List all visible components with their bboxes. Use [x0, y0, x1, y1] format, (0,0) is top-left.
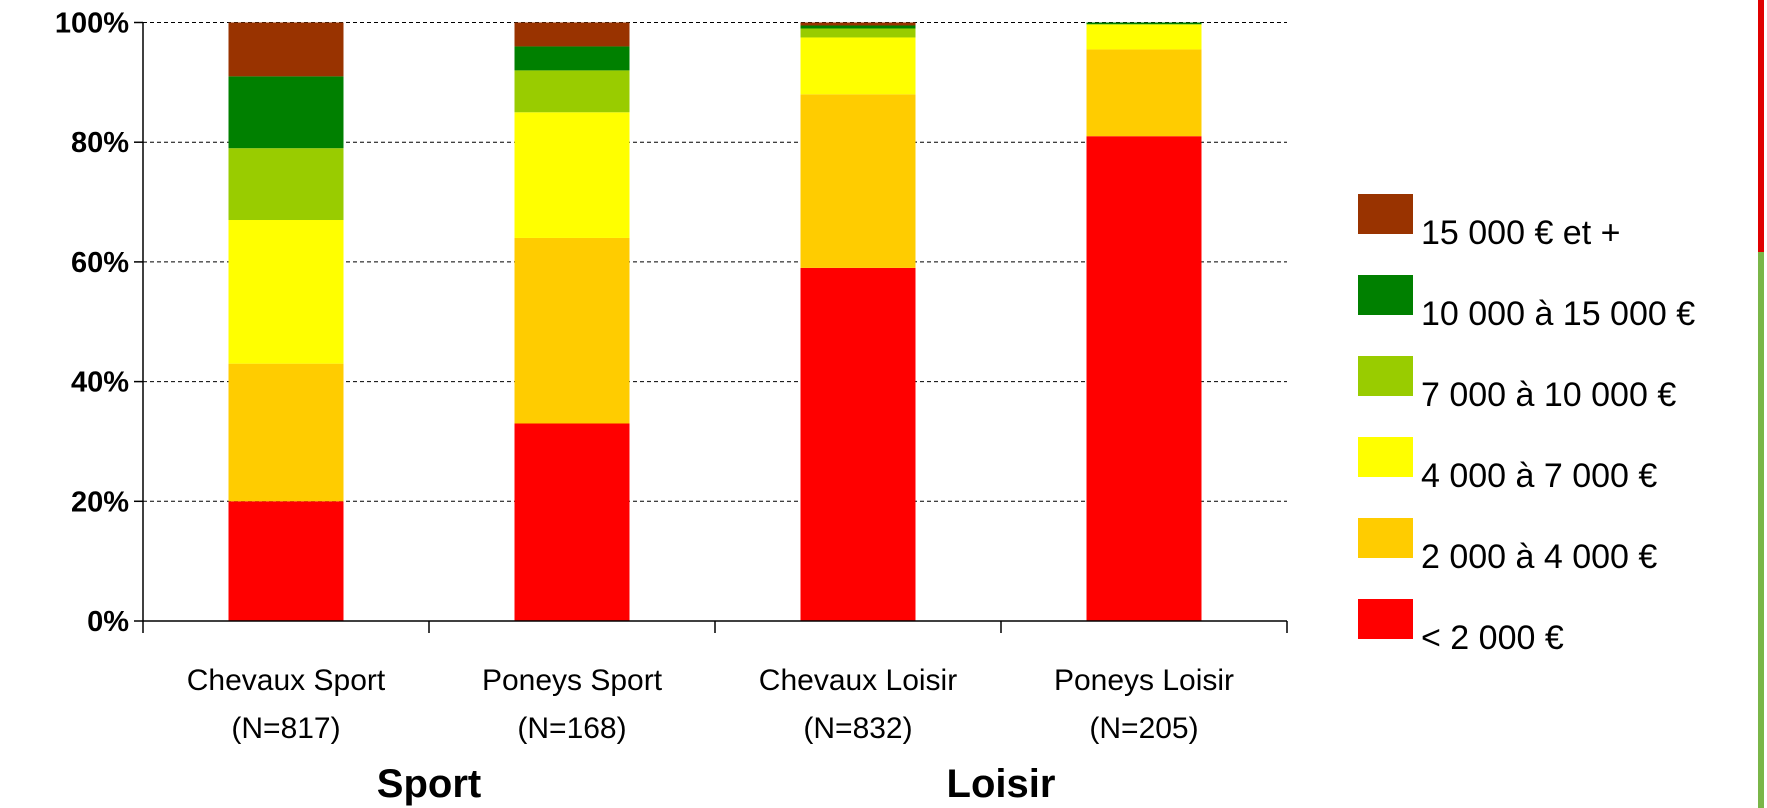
- legend-swatch: [1358, 599, 1413, 639]
- x-tick-label-line: (N=832): [803, 712, 912, 745]
- y-tick-label: 60%: [71, 247, 129, 279]
- y-tick-label: 40%: [71, 367, 129, 399]
- bar-segment: [514, 70, 630, 113]
- x-tick-label-line: (N=817): [231, 712, 340, 745]
- x-tick-label-line: Chevaux Loisir: [759, 664, 957, 697]
- bar-segment: [800, 25, 916, 29]
- bar-segment: [228, 76, 344, 149]
- x-tick-label-line: Poneys Loisir: [1054, 664, 1234, 697]
- bar-segment: [1086, 22, 1202, 25]
- legend-label: 10 000 à 15 000 €: [1421, 295, 1695, 333]
- bar-segment: [800, 22, 916, 26]
- y-tick-label: 20%: [71, 486, 129, 518]
- y-tick-label: 100%: [55, 8, 129, 40]
- bar-segment: [514, 237, 630, 424]
- bar-segment: [228, 363, 344, 502]
- legend-swatch: [1358, 518, 1413, 558]
- bar-segment: [1086, 49, 1202, 137]
- group-label: Sport: [377, 762, 481, 806]
- bar-segment: [228, 220, 344, 364]
- y-tick-label: 0%: [87, 606, 129, 638]
- edge-bar-green: [1758, 252, 1764, 808]
- legend-label: 4 000 à 7 000 €: [1421, 457, 1657, 495]
- bar-segment: [800, 94, 916, 268]
- bar-segment: [800, 28, 916, 38]
- legend-swatch: [1358, 356, 1413, 396]
- x-tick-label-line: Chevaux Sport: [187, 664, 386, 697]
- bar-segment: [1086, 136, 1202, 621]
- legend-label: 2 000 à 4 000 €: [1421, 538, 1657, 576]
- legend-label: 7 000 à 10 000 €: [1421, 376, 1676, 414]
- bar-segment: [800, 267, 916, 621]
- group-label: Loisir: [947, 762, 1056, 806]
- x-tick-label: Poneys Sport (N=168): [482, 664, 663, 745]
- edge-bar-red: [1758, 0, 1764, 252]
- bar-segment: [228, 501, 344, 621]
- bar-segment: [514, 46, 630, 71]
- bar-segment: [800, 37, 916, 95]
- x-tick-label-line: (N=168): [517, 712, 626, 745]
- bar-segment: [228, 22, 344, 77]
- legend-label: < 2 000 €: [1421, 619, 1564, 657]
- x-tick-label: Chevaux Loisir (N=832): [759, 664, 957, 745]
- bar-segment: [1086, 24, 1202, 50]
- legend-label: 15 000 € et +: [1421, 214, 1620, 252]
- x-tick-label: Poneys Loisir (N=205): [1054, 664, 1234, 745]
- legend-swatch: [1358, 275, 1413, 315]
- x-tick-label-line: Poneys Sport: [482, 664, 663, 697]
- legend-swatch: [1358, 194, 1413, 234]
- legend-swatch: [1358, 437, 1413, 477]
- y-tick-label: 80%: [71, 127, 129, 159]
- x-tick-label-line: (N=205): [1089, 712, 1198, 745]
- bar-segment: [514, 22, 630, 47]
- bar-segment: [228, 148, 344, 221]
- bar-segment: [514, 112, 630, 238]
- bar-segment: [514, 423, 630, 621]
- x-tick-label: Chevaux Sport (N=817): [187, 664, 386, 745]
